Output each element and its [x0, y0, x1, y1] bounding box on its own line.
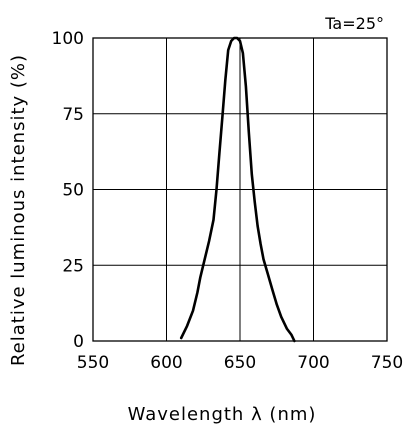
y-tick-label: 75: [62, 105, 84, 125]
y-tick-labels: 0 25 50 75 100: [52, 29, 84, 352]
temperature-annotation: Ta=25°: [324, 14, 384, 33]
y-tick-label: 25: [62, 256, 84, 276]
x-tick-label: 700: [297, 353, 329, 373]
series-line: [179, 36, 296, 343]
gridlines: [93, 38, 387, 341]
x-tick-label: 550: [77, 353, 109, 373]
y-tick-label: 50: [62, 181, 84, 201]
y-tick-label: 100: [52, 29, 84, 49]
y-tick-label: 0: [73, 332, 84, 352]
x-tick-label: 750: [371, 353, 403, 373]
plot-frame: [92, 37, 388, 342]
x-tick-label: 600: [150, 353, 182, 373]
x-tick-labels: 550 600 650 700 750: [77, 353, 403, 373]
x-axis-label: Wavelength λ (nm): [128, 404, 317, 425]
y-axis-label: Relative luminous intensity (%): [8, 54, 29, 366]
x-tick-label: 650: [224, 353, 256, 373]
